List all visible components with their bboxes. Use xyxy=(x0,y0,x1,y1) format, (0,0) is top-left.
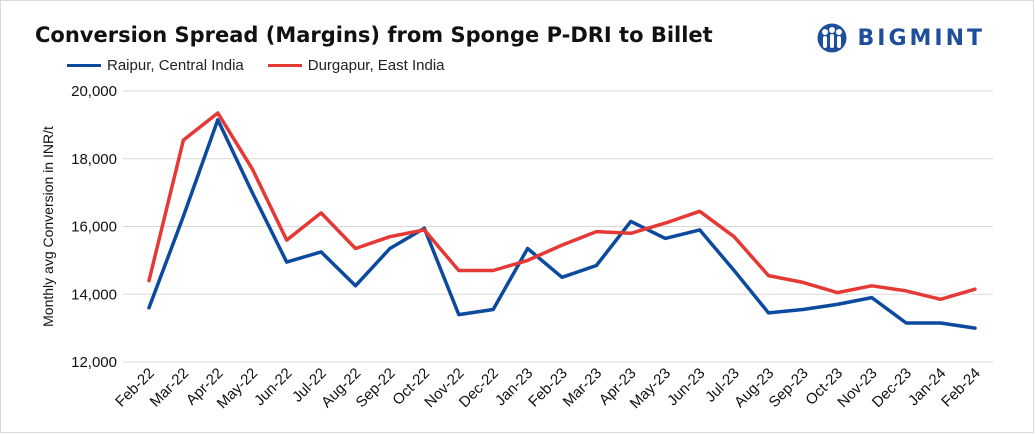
x-tick-label: Mar-22 xyxy=(147,365,193,411)
x-tick-label: Dec-22 xyxy=(456,365,502,411)
chart-title: Conversion Spread (Margins) from Sponge … xyxy=(35,23,713,47)
legend-swatch-durgapur xyxy=(267,64,302,67)
brand-name: BIGMINT xyxy=(857,25,985,51)
bigmint-people-icon xyxy=(817,23,847,53)
x-tick-label: Dec-23 xyxy=(869,365,915,411)
legend-label-durgapur: Durgapur, East India xyxy=(307,57,445,74)
x-tick-label: Jun-23 xyxy=(664,365,708,409)
x-tick-label: Sep-22 xyxy=(353,365,399,411)
brand-logo: BIGMINT xyxy=(815,23,985,53)
y-tick-label: 14,000 xyxy=(71,286,117,303)
x-tick-label: Jun-22 xyxy=(251,365,295,409)
y-tick-label: 16,000 xyxy=(71,219,117,236)
legend-item-raipur: Raipur, Central India xyxy=(67,57,244,74)
series-line-raipur xyxy=(147,118,977,330)
series-lines xyxy=(147,111,977,330)
y-tick-label: 18,000 xyxy=(71,151,117,168)
y-axis-ticks: 12,000 14,000 16,000 18,000 20,000 xyxy=(71,83,117,371)
x-tick-label: Feb-24 xyxy=(938,365,984,411)
gridlines xyxy=(123,90,993,363)
x-axis-ticks: Feb-22Mar-22Apr-22May-22Jun-22Jul-22Aug-… xyxy=(112,365,984,412)
y-axis-label: Monthly avg Conversion in INR/t xyxy=(40,126,56,327)
y-tick-label: 20,000 xyxy=(71,83,117,100)
x-tick-label: Sep-23 xyxy=(766,365,812,411)
legend-swatch-raipur xyxy=(67,64,101,67)
series-line-durgapur xyxy=(147,111,977,302)
legend: Raipur, Central India Durgapur, East Ind… xyxy=(67,57,445,74)
legend-item-durgapur: Durgapur, East India xyxy=(267,57,445,74)
y-tick-label: 12,000 xyxy=(71,354,117,371)
x-tick-label: Mar-23 xyxy=(560,365,606,411)
legend-label-raipur: Raipur, Central India xyxy=(107,57,244,74)
